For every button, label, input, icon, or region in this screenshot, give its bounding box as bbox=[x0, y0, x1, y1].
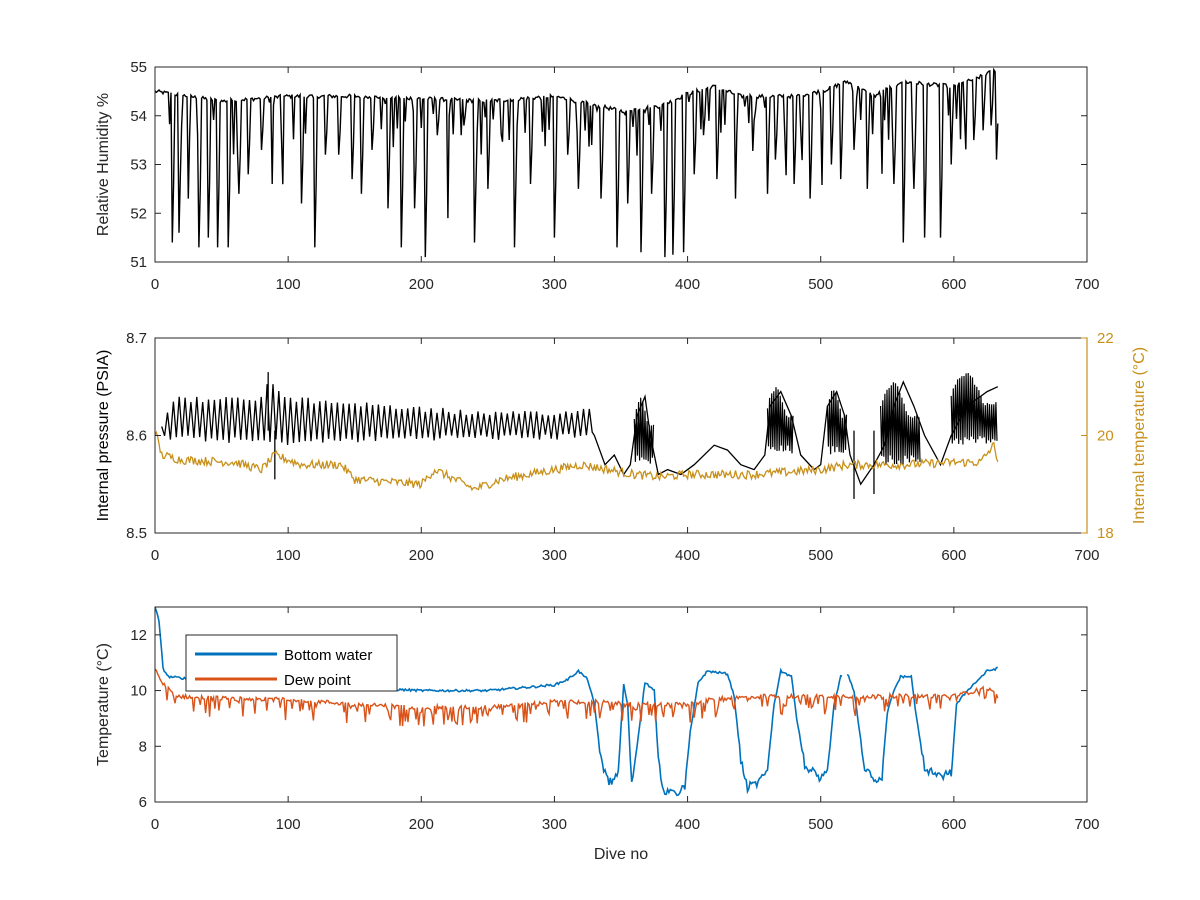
pressure-burst bbox=[766, 387, 794, 454]
y-axis-label: Temperature (°C) bbox=[95, 643, 112, 766]
x-tick-label: 700 bbox=[1074, 816, 1099, 833]
pressure-burst bbox=[633, 397, 655, 464]
legend-label: Bottom water bbox=[284, 647, 372, 664]
x-tick-label: 500 bbox=[808, 816, 833, 833]
x-tick-label: 200 bbox=[409, 276, 434, 293]
x-tick-label: 300 bbox=[542, 547, 567, 564]
x-tick-label: 700 bbox=[1074, 276, 1099, 293]
y-tick-label: 8.7 bbox=[126, 330, 147, 347]
x-tick-label: 600 bbox=[941, 816, 966, 833]
x-tick-label: 500 bbox=[808, 276, 833, 293]
x-tick-label: 300 bbox=[542, 276, 567, 293]
y-tick-label: 52 bbox=[130, 205, 147, 222]
y2-tick-label: 18 bbox=[1097, 525, 1114, 542]
x-tick-label: 400 bbox=[675, 276, 700, 293]
x-tick-label: 0 bbox=[151, 276, 159, 293]
y-tick-label: 55 bbox=[130, 59, 147, 76]
axes-box bbox=[154, 606, 1088, 803]
internal-temperature-line bbox=[155, 430, 999, 492]
plot-area bbox=[155, 338, 1087, 533]
x-tick-label: 100 bbox=[276, 547, 301, 564]
y-tick-label: 12 bbox=[130, 627, 147, 644]
plot-area bbox=[155, 67, 1087, 262]
chart-panel-3: 0 100 200 300 400 500 600 700 6 8 10 12 Temperature … bbox=[95, 606, 1100, 863]
x-tick-label: 400 bbox=[675, 816, 700, 833]
pressure-burst bbox=[826, 390, 848, 455]
x-tick-label: 500 bbox=[808, 547, 833, 564]
legend-box bbox=[185, 634, 398, 692]
y-tick-label: 53 bbox=[130, 157, 147, 174]
x-tick-label: 100 bbox=[276, 816, 301, 833]
x-tick-label: 0 bbox=[151, 547, 159, 564]
dew-point-line bbox=[155, 668, 999, 727]
x-axis-label: Dive no bbox=[594, 846, 648, 863]
legend-label: Dew point bbox=[284, 672, 352, 689]
y-tick-label: 54 bbox=[130, 108, 147, 125]
y-axis-label: Relative Humidity % bbox=[95, 93, 112, 236]
series-group bbox=[155, 372, 999, 499]
y-tick-label: 8.6 bbox=[126, 428, 147, 445]
x-tick-label: 300 bbox=[542, 816, 567, 833]
pressure-line bbox=[161, 380, 999, 486]
y2-tick-label: 22 bbox=[1097, 330, 1114, 347]
chart-panel-2: 0 100 200 300 400 500 600 700 8.5 8.6 8.7 Internal … bbox=[95, 330, 1148, 564]
y-tick-label: 8 bbox=[139, 738, 147, 755]
y-tick-label: 51 bbox=[130, 254, 147, 271]
pressure-burst bbox=[950, 372, 998, 445]
legend: Bottom water Dew point bbox=[185, 634, 398, 692]
y-axis-label: Internal pressure (PSIA) bbox=[95, 350, 112, 522]
x-tick-label: 0 bbox=[151, 816, 159, 833]
y-tick-label: 10 bbox=[130, 683, 147, 700]
x-tick-label: 200 bbox=[409, 547, 434, 564]
rh-line bbox=[155, 67, 999, 258]
y-tick-label: 8.5 bbox=[126, 525, 147, 542]
x-tick-label: 400 bbox=[675, 547, 700, 564]
x-tick-label: 600 bbox=[941, 547, 966, 564]
x-tick-label: 200 bbox=[409, 816, 434, 833]
y2-tick-label: 20 bbox=[1097, 428, 1114, 445]
x-tick-label: 600 bbox=[941, 276, 966, 293]
chart-panel-1: 0 100 200 300 400 500 600 700 51 52 53 54 55 Relative… bbox=[95, 59, 1100, 293]
x-tick-label: 100 bbox=[276, 276, 301, 293]
y-tick-label: 6 bbox=[139, 794, 147, 811]
pressure-burst bbox=[880, 382, 921, 465]
x-tick-label: 700 bbox=[1074, 547, 1099, 564]
series-group bbox=[155, 67, 999, 258]
y2-axis-label: Internal temperature (°C) bbox=[1131, 347, 1148, 524]
